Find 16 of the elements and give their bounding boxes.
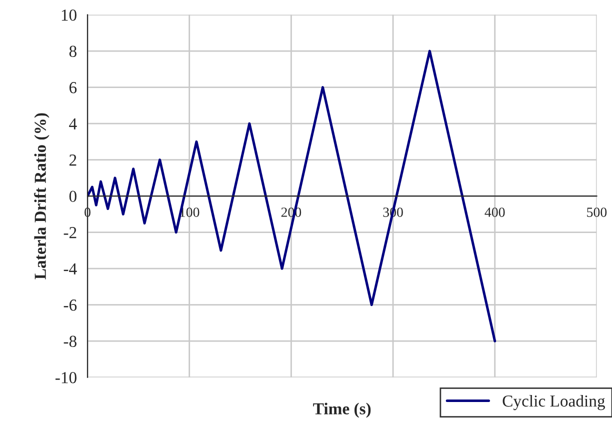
y-tick-label: 2 xyxy=(70,154,76,166)
y-tick-label: 6 xyxy=(69,82,77,94)
y-tick-label: -2 xyxy=(64,227,76,238)
legend-label: Cyclic Loading xyxy=(502,394,605,410)
y-tick-label: 8 xyxy=(69,46,76,58)
y-tick-label: -6 xyxy=(64,300,77,311)
y-tick-label: 4 xyxy=(69,118,77,130)
x-tick-label: 400 xyxy=(484,208,505,217)
x-tick-label: 500 xyxy=(587,208,607,217)
y-tick-label: -4 xyxy=(64,263,77,274)
y-tick-label: -8 xyxy=(64,336,76,348)
y-tick-label: 0 xyxy=(69,190,76,202)
y-tick-label: -10 xyxy=(56,372,76,384)
y-axis-title: Laterla Drift Ratio (%) xyxy=(34,113,50,280)
y-tick-label: 10 xyxy=(62,10,76,21)
x-axis-title: Time (s) xyxy=(313,402,371,418)
